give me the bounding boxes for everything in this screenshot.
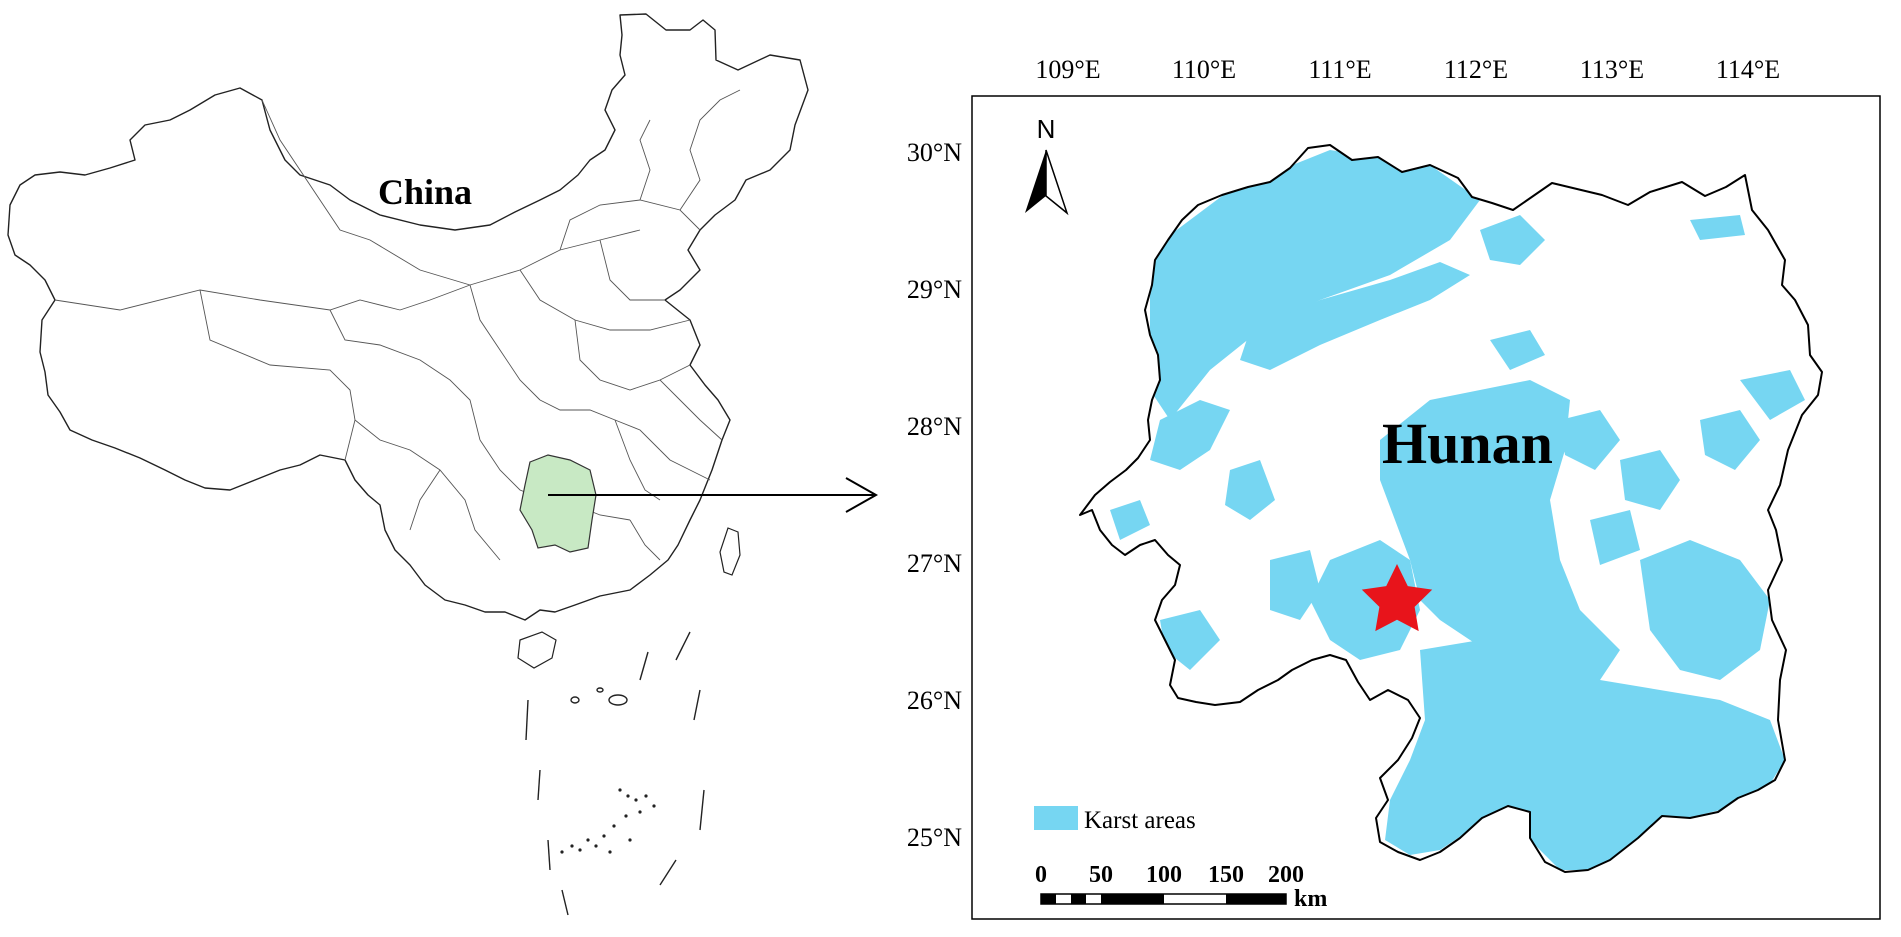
connector-arrow bbox=[548, 477, 879, 513]
spratly-dots bbox=[560, 788, 656, 854]
hainan-outline bbox=[517, 631, 557, 669]
scale-tick-label-0: 0 bbox=[1035, 862, 1047, 888]
lat-label-25: 25°N bbox=[907, 823, 962, 852]
lon-label-111: 111°E bbox=[1308, 55, 1371, 84]
china-overview-map: China bbox=[7, 13, 879, 916]
china-outline bbox=[7, 13, 809, 621]
scale-tick-label-100: 100 bbox=[1146, 862, 1182, 888]
hunan-highlight bbox=[519, 454, 597, 553]
study-site-star-icon bbox=[1361, 564, 1433, 632]
scale-bar: 0 50 100 150 200 km bbox=[1035, 862, 1327, 912]
north-arrow: N bbox=[1025, 114, 1069, 216]
lat-label-26: 26°N bbox=[907, 686, 962, 715]
scale-unit-label: km bbox=[1294, 886, 1327, 912]
top-axis-labels: 109°E 110°E 111°E 112°E 113°E 114°E bbox=[1035, 55, 1780, 84]
left-axis-labels: 30°N 29°N 28°N 27°N 26°N 25°N bbox=[907, 138, 962, 852]
lat-label-27: 27°N bbox=[907, 549, 962, 578]
china-label: China bbox=[378, 172, 472, 212]
lon-label-110: 110°E bbox=[1172, 55, 1236, 84]
scale-tick-label-50: 50 bbox=[1089, 862, 1113, 888]
legend: Karst areas bbox=[1034, 806, 1196, 834]
lat-label-30: 30°N bbox=[907, 138, 962, 167]
lon-label-112: 112°E bbox=[1444, 55, 1508, 84]
north-arrow-icon bbox=[1025, 150, 1046, 213]
scale-tick-label-200: 200 bbox=[1268, 862, 1304, 888]
legend-swatch bbox=[1034, 806, 1078, 830]
lat-label-28: 28°N bbox=[907, 412, 962, 441]
karst-areas bbox=[1110, 150, 1805, 870]
lon-label-114: 114°E bbox=[1716, 55, 1780, 84]
lat-label-29: 29°N bbox=[907, 275, 962, 304]
legend-label: Karst areas bbox=[1084, 807, 1196, 834]
taiwan-outline bbox=[719, 527, 741, 576]
lon-label-109: 109°E bbox=[1035, 55, 1100, 84]
scale-tick-label-150: 150 bbox=[1208, 862, 1244, 888]
north-arrow-label: N bbox=[1037, 114, 1056, 144]
south-china-sea-islands bbox=[525, 631, 705, 916]
lon-label-113: 113°E bbox=[1580, 55, 1644, 84]
hunan-detail-map: 109°E 110°E 111°E 112°E 113°E 114°E 30°N… bbox=[907, 55, 1881, 920]
hunan-label: Hunan bbox=[1382, 411, 1553, 476]
